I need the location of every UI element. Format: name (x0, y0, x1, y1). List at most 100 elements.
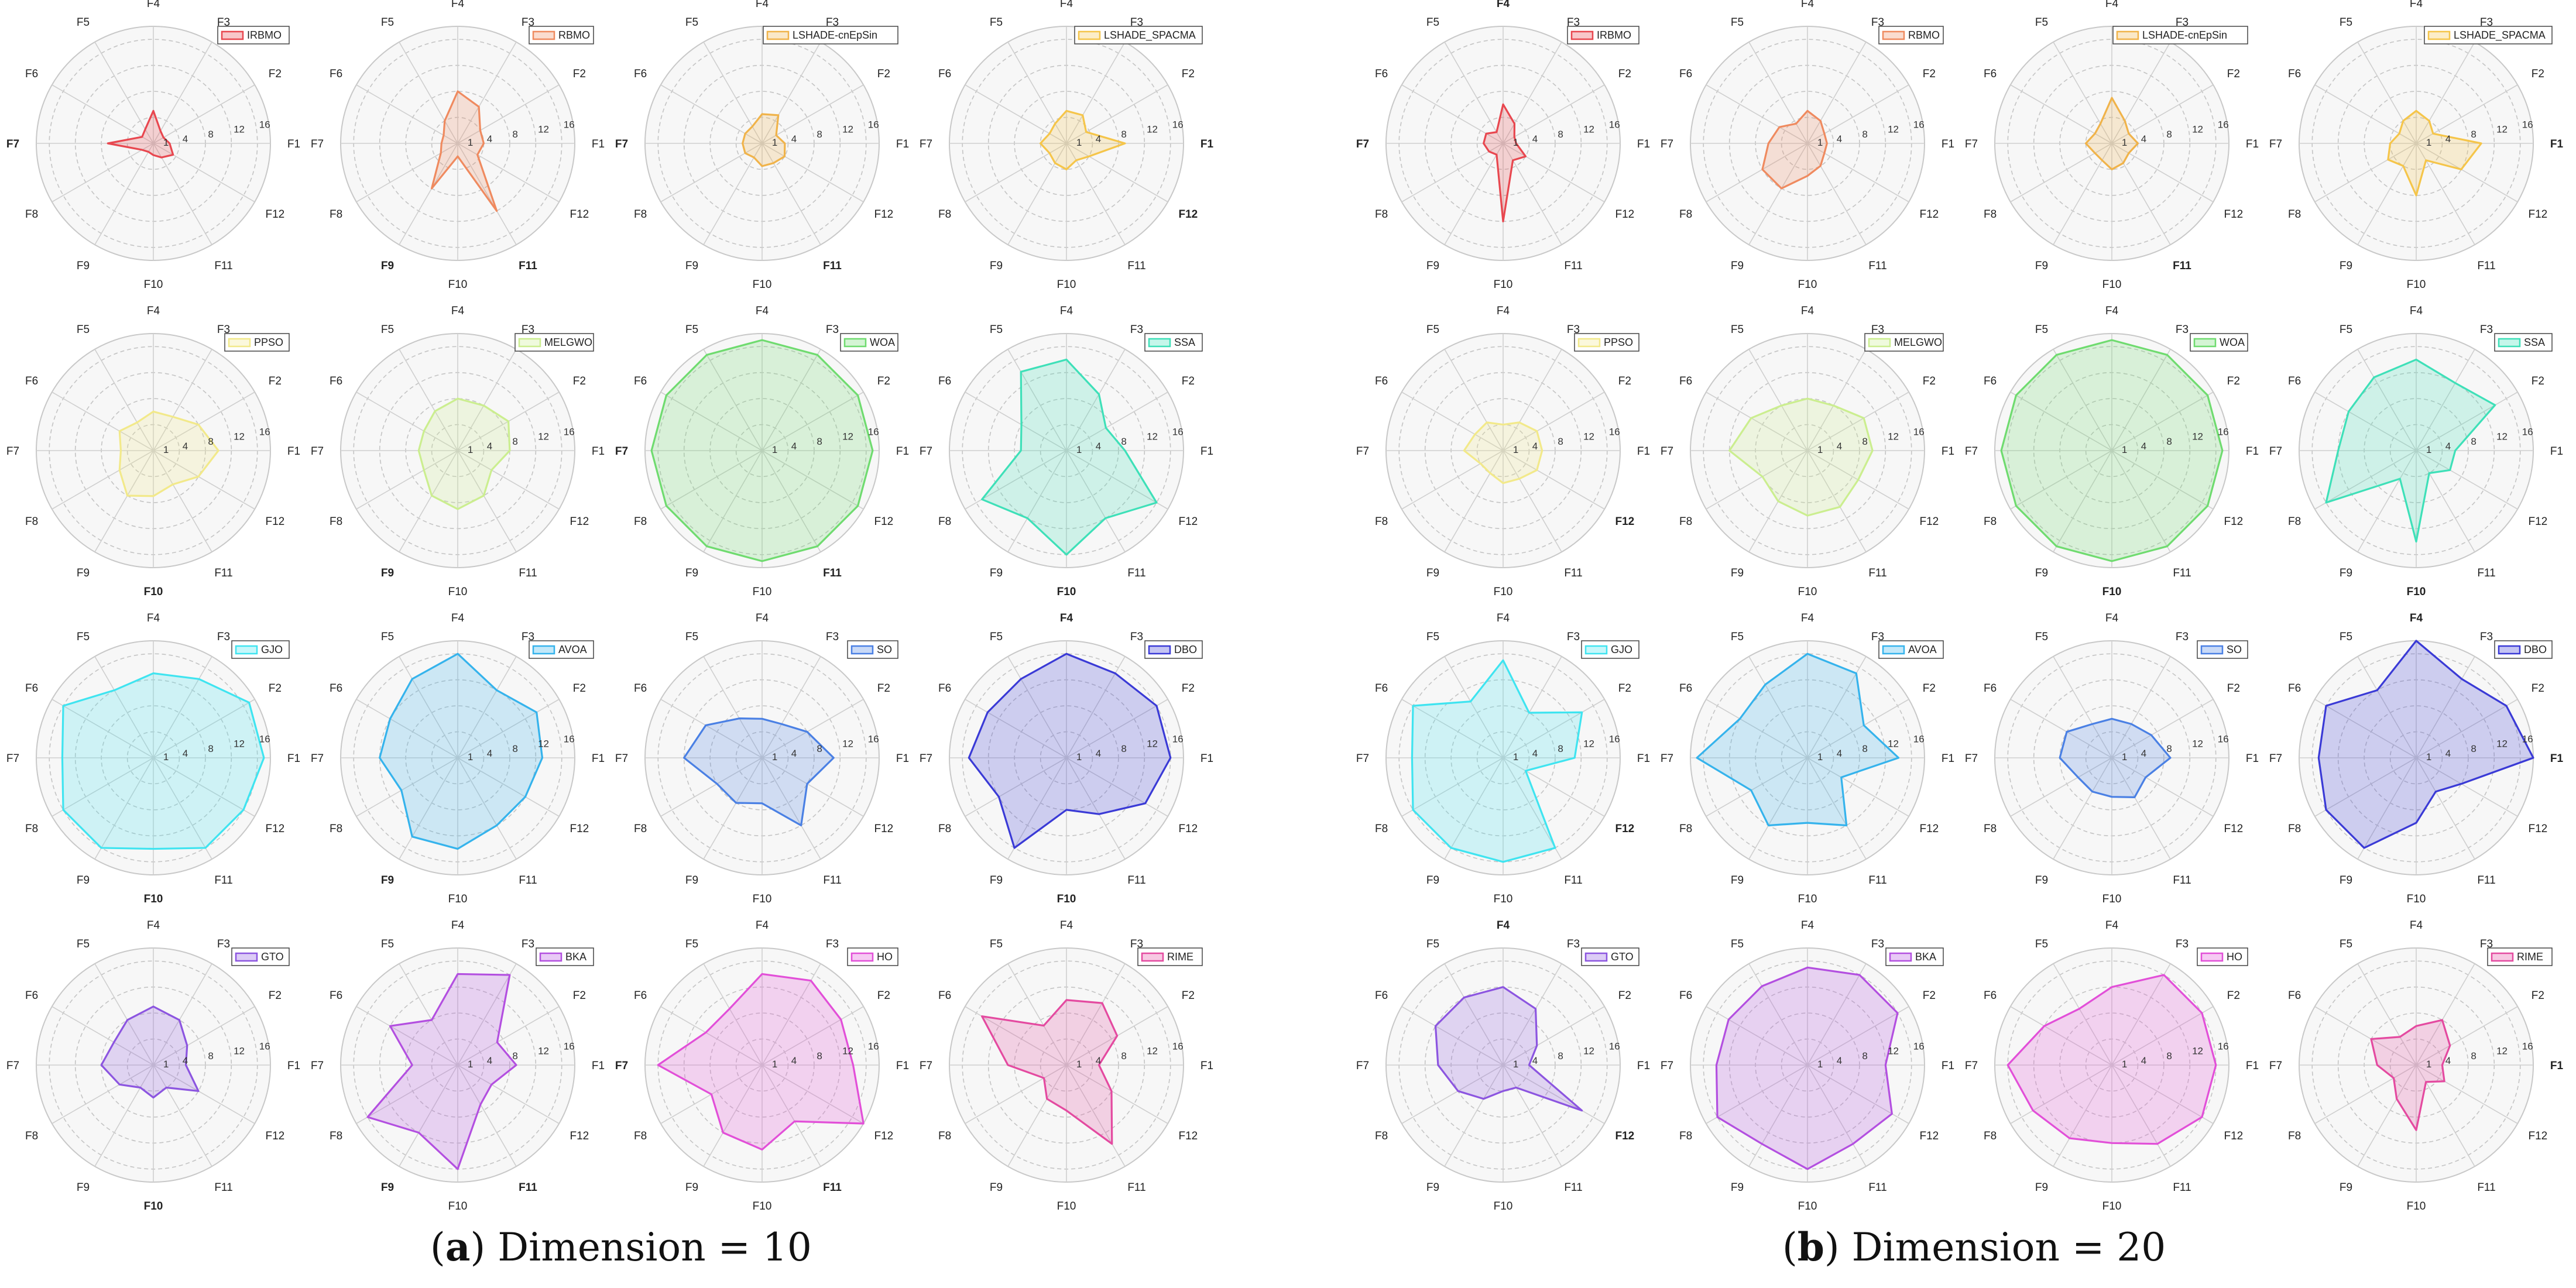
spoke-line (457, 699, 560, 758)
spoke-line (2357, 1064, 2417, 1167)
spoke-line (2111, 391, 2214, 451)
radial-tick-label: 12 (234, 124, 245, 135)
radial-tick-label: 4 (183, 441, 188, 452)
spoke-line (153, 699, 255, 758)
radar-panel-a-ho: 1 4 8 12 16 F1 F2 F3 F4 F5 F6 F7 F8 F9 F10 F11 F12 HO (615, 919, 909, 1213)
spoke-line (399, 757, 458, 860)
axis-label-f6: F6 (2288, 990, 2301, 1002)
radial-tick-label: 16 (2522, 1041, 2533, 1052)
spoke-line (399, 349, 458, 451)
radial-tick-label: 12 (1583, 739, 1594, 750)
spoke-line (153, 42, 212, 144)
axis-label-f5: F5 (2340, 631, 2352, 643)
radial-tick-label: 8 (208, 743, 213, 754)
radial-tick-label: 12 (234, 1046, 245, 1057)
radar-panel-b-ho: 1 4 8 12 16 F1 F2 F3 F4 F5 F6 F7 F8 F9 F10 F11 F12 HO (1965, 919, 2259, 1213)
axis-label-f2: F2 (1618, 68, 1631, 80)
legend: WOA (840, 333, 898, 352)
spoke-line (703, 1064, 763, 1167)
axis-label-f8: F8 (1984, 1130, 1997, 1142)
legend: DBO (1144, 640, 1203, 659)
axis-label-f3: F3 (1567, 324, 1580, 336)
legend-box (1878, 26, 1944, 44)
radial-tick-label: 12 (234, 431, 245, 442)
axis-label-f3: F3 (2480, 938, 2493, 950)
data-polygon (61, 672, 265, 850)
axis-label-f2: F2 (2532, 68, 2544, 80)
legend-box (514, 333, 594, 352)
radar-panel-a-bka: 1 4 8 12 16 F1 F2 F3 F4 F5 F6 F7 F8 F9 F10 F11 F12 BKA (311, 919, 605, 1213)
axis-label-f1: F1 (1200, 138, 1214, 150)
legend: HO (847, 947, 898, 966)
axis-label-f7: F7 (2269, 445, 2282, 458)
radial-tick-label: 1 (1513, 444, 1518, 455)
radial-tick-label: 12 (1583, 431, 1594, 442)
legend-label: SSA (1174, 336, 1195, 348)
radial-tick-label: 12 (2496, 1046, 2508, 1057)
spoke-line (660, 699, 763, 758)
radial-tick-label: 8 (1862, 436, 1867, 447)
spoke-line (399, 1064, 458, 1167)
axis-label-f1: F1 (1200, 1060, 1213, 1072)
spoke-line (153, 84, 255, 144)
legend: GJO (1581, 640, 1639, 659)
axis-label-f8: F8 (2288, 208, 2301, 221)
spoke-line (2357, 963, 2417, 1066)
radial-tick-label: 8 (1862, 129, 1867, 140)
radial-tick-label: 8 (817, 129, 822, 140)
axis-label-f4: F4 (451, 305, 465, 317)
legend: SSA (2494, 333, 2553, 352)
axis-label-f9: F9 (1731, 260, 1744, 272)
legend-swatch (532, 30, 555, 40)
radial-tick-label: 1 (2426, 1059, 2431, 1070)
axis-label-f12: F12 (874, 516, 893, 528)
spoke-line (965, 757, 1067, 817)
radial-tick-label: 1 (1076, 751, 1082, 763)
radar-panel-a-dbo: 1 4 8 12 16 F1 F2 F3 F4 F5 F6 F7 F8 F9 F10 F11 F12 DBO (920, 612, 1213, 905)
axis-label-f12: F12 (1178, 1130, 1198, 1142)
legend-box (847, 947, 898, 966)
axis-label-f8: F8 (2288, 516, 2301, 528)
axis-label-f4: F4 (1060, 612, 1073, 624)
legend-swatch (1868, 338, 1891, 348)
axis-label-f2: F2 (2227, 375, 2240, 387)
radial-tick-label: 8 (208, 129, 213, 140)
spoke-line (2111, 450, 2214, 510)
legend-swatch (1577, 338, 1601, 348)
axis-label-f6: F6 (634, 68, 647, 80)
radial-tick-label: 8 (208, 436, 213, 447)
legend: BKA (1885, 947, 1944, 966)
radar-panel-b-avoa: 1 4 8 12 16 F1 F2 F3 F4 F5 F6 F7 F8 F9 F10 F11 F12 AVOA (1661, 612, 1954, 905)
legend: PPSO (224, 333, 290, 352)
axis-label-f9: F9 (685, 567, 698, 579)
spoke-line (1748, 757, 1808, 860)
spoke-line (2111, 1064, 2214, 1124)
axis-label-f3: F3 (1130, 16, 1143, 29)
axis-label-f7: F7 (1965, 138, 1978, 150)
axis-label-f10: F10 (2102, 279, 2122, 291)
axis-label-f8: F8 (938, 823, 951, 835)
axis-label-f3: F3 (2480, 324, 2493, 336)
data-polygon (417, 397, 511, 510)
legend-swatch (843, 338, 867, 348)
spoke-line (1503, 1064, 1605, 1124)
axis-label-f2: F2 (1182, 68, 1195, 80)
spoke-line (457, 656, 517, 758)
axis-label-f10: F10 (2407, 1200, 2426, 1213)
axis-label-f1: F1 (2246, 1060, 2259, 1072)
axis-label-f10: F10 (2407, 279, 2426, 291)
data-polygon (2084, 97, 2139, 171)
spoke-line (457, 143, 560, 202)
spoke-line (1066, 1064, 1168, 1124)
legend-swatch (850, 645, 874, 655)
axis-label-f7: F7 (1661, 445, 1673, 458)
axis-label-f10: F10 (448, 893, 468, 905)
spoke-line (762, 143, 864, 202)
spoke-line (1706, 450, 1808, 510)
spoke-line (2111, 656, 2171, 758)
radial-tick-label: 16 (1609, 1041, 1620, 1052)
spoke-line (457, 757, 560, 817)
axis-label-f10: F10 (448, 1200, 468, 1213)
axis-label-f3: F3 (522, 938, 534, 950)
radar-panel-a-ppso: 1 4 8 12 16 F1 F2 F3 F4 F5 F6 F7 F8 F9 F10 F11 F12 PPSO (6, 305, 300, 598)
